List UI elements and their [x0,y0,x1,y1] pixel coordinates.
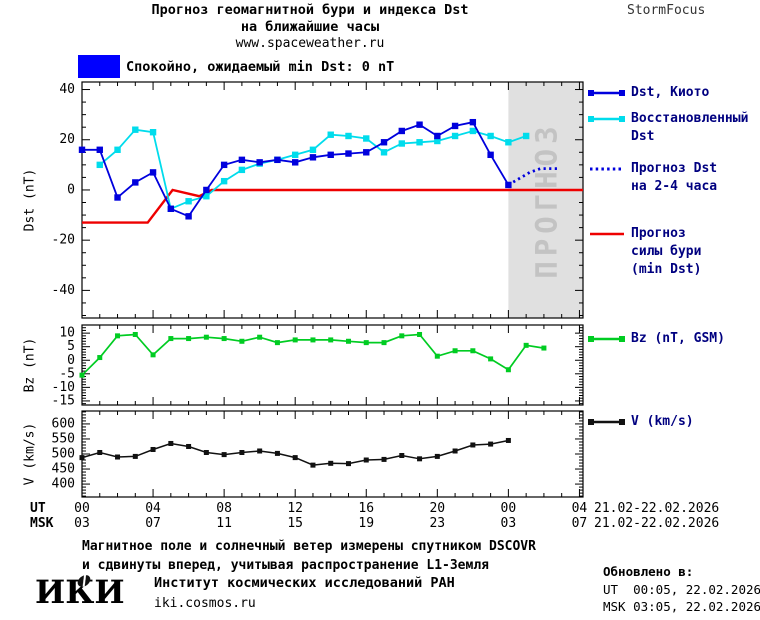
forecast-watermark: ПРОГНОЗ [530,121,564,278]
msk-hour-label: 11 [216,516,232,531]
y-tick-label: 0 [67,182,75,197]
legend-item: Восстановленный Dst [588,110,748,146]
legend-item-label: Прогноз силы бури (min Dst) [631,226,702,277]
legend-item: Bz (nT, GSM) [588,330,725,348]
legend-swatch-squares-line-icon [588,90,625,96]
y-axis-title: Dst (nT) [23,169,38,232]
msk-axis-label: MSK [30,516,54,531]
legend-swatch-line-icon [590,232,624,236]
y-tick-label: 550 [52,431,75,446]
y-tick-label: 600 [52,416,75,431]
panel-dst: ПРОГНОЗ 40 20 0 -20 -40 Dst (nT) [23,81,584,319]
series-line [82,188,583,224]
updated-at-ut: UT 00:05, 22.02.2026 [603,582,760,597]
brand-label: StormFocus [627,3,706,18]
y-tick-label: -15 [52,393,75,408]
page-title-line2: на ближайшие часы [240,19,380,35]
legend-item: Прогноз силы бури (min Dst) [588,225,701,279]
y-tick-label: 500 [52,447,75,462]
ut-axis-label: UT [30,501,46,516]
legend-item-label: Bz (nT, GSM) [631,331,725,346]
ut-hour-label: 04 [571,501,588,516]
y-tick-label: 400 [52,477,75,492]
storm-level-swatch [78,55,120,78]
updated-at-label: Обновлено в: [603,564,694,579]
ut-hour-label: 04 [145,501,161,516]
y-tick-label: -5 [59,366,75,381]
ut-hour-label: 20 [429,501,446,516]
legend-item-label: V (km/s) [631,414,694,429]
y-axis-title: V (km/s) [23,423,38,486]
legend-item: Прогноз Dst на 2-4 часа [588,160,717,196]
msk-hour-label: 03 [74,516,90,531]
updated-at-msk: MSK 03:05, 22.02.2026 [603,599,760,614]
legend-swatch-dotted-icon [590,167,624,171]
y-tick-label: -20 [52,233,75,248]
series-line [99,128,527,211]
series-line [82,121,510,218]
msk-hour-label: 15 [287,516,304,531]
y-axis-title: Bz (nT) [23,338,38,393]
msk-hour-label: 23 [429,516,446,531]
institute-name: Институт космических исследований РАН [154,575,455,591]
iki-logo: ИКИ [35,572,125,610]
ut-hour-label: 08 [216,501,232,516]
series-line [81,439,509,466]
legend-swatch-squares-line-icon [588,419,625,425]
msk-hour-label: 03 [500,516,517,531]
y-tick-label: 10 [59,326,75,341]
msk-hour-label: 07 [145,516,161,531]
ut-date-range-label: 21.02-22.02.2026 [594,501,720,516]
msk-hour-label: 19 [358,516,375,531]
data-source-note-line1: Магнитное поле и солнечный ветер измерен… [82,539,536,554]
y-tick-label: 450 [52,462,75,477]
institute-site: iki.cosmos.ru [154,596,256,611]
y-tick-label: 0 [67,353,75,368]
y-tick-label: -10 [52,380,75,395]
y-tick-label: 5 [67,339,75,354]
chart-legend: Dst, Киото Восстановленный Dst Прогноз Dst н… [588,0,760,460]
legend-item-label: Восстановленный Dst [631,111,749,144]
y-tick-label: 40 [59,82,75,97]
legend-swatch-squares-line-icon [588,116,625,122]
y-tick-label: -40 [52,283,75,298]
website-label: www.spaceweather.ru [235,36,385,51]
y-tick-label: 20 [59,132,75,147]
legend-swatch-squares-line-icon [588,336,625,342]
data-source-note-line2: и сдвинуты вперед, учитывая распростране… [82,558,489,573]
forecast-region [508,82,583,318]
legend-item-label: Прогноз Dst на 2-4 часа [631,161,718,194]
msk-date-range-label: 21.02-22.02.2026 [594,516,720,531]
ut-hour-label: 12 [287,501,304,516]
page-title-line1: Прогноз геомагнитной бури и индекса Dst [151,2,469,18]
legend-item-label: Dst, Киото [631,85,710,100]
ut-hour-label: 16 [358,501,375,516]
msk-hour-label: 07 [571,516,588,531]
storm-status-text: Спокойно, ожидаемый min Dst: 0 nT [126,59,395,75]
ut-hour-label: 00 [500,501,517,516]
legend-item: V (km/s) [588,413,694,431]
ut-hour-label: 00 [74,501,90,516]
legend-item: Dst, Киото [588,84,709,102]
